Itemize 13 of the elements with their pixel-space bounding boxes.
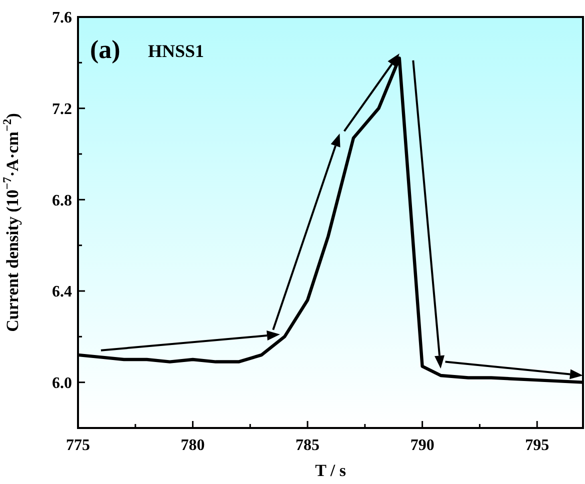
x-tick-label: 775: [66, 437, 90, 454]
x-tick-label: 795: [525, 437, 550, 454]
y-tick-label: 6.8: [52, 192, 72, 210]
x-tick-label: 785: [296, 437, 320, 454]
y-tick-label: 6.4: [52, 284, 72, 301]
annotation: (a): [90, 35, 120, 64]
x-tick-label: 780: [180, 437, 205, 454]
y-tick-label: 6.0: [52, 374, 72, 392]
y-tick-label: 7.6: [52, 10, 72, 27]
y-tick-label: 7.2: [52, 100, 72, 118]
annotation: HNSS1: [148, 41, 204, 61]
x-tick-label: 790: [410, 437, 434, 454]
x-axis-title: T / s: [315, 461, 346, 480]
